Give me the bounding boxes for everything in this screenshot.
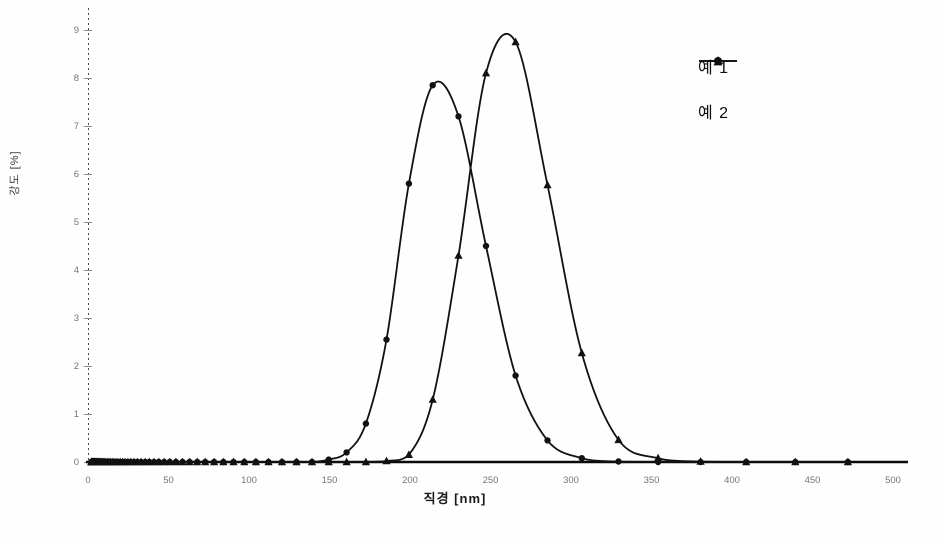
- x-tick-label: 200: [402, 475, 418, 486]
- x-tick-label: 150: [322, 475, 338, 486]
- x-tick-label: 400: [724, 475, 740, 486]
- data-point-triangle: [481, 68, 491, 77]
- data-point-triangle: [511, 37, 520, 46]
- data-point-triangle: [382, 456, 391, 465]
- data-point-circle: [455, 113, 462, 120]
- legend-circle-glyph: [714, 57, 722, 65]
- data-point-triangle: [342, 457, 351, 466]
- data-point-circle: [241, 458, 248, 466]
- data-point-triangle: [404, 450, 413, 458]
- data-point-circle: [697, 458, 704, 466]
- circle-marker-icon: [699, 57, 737, 65]
- data-point-circle: [150, 458, 158, 466]
- y-tick-label: 4: [74, 265, 79, 276]
- data-point-triangle: [428, 395, 437, 403]
- series-line-2: [91, 80, 848, 463]
- data-point-circle: [186, 458, 193, 466]
- y-tick-label: 8: [74, 73, 79, 84]
- data-point-triangle: [654, 453, 663, 462]
- y-tick-label: 2: [74, 361, 79, 372]
- data-point-circle: [482, 242, 490, 250]
- data-point-circle: [220, 458, 227, 466]
- legend-item-ex2: 예 2: [698, 57, 737, 123]
- data-point-circle: [792, 458, 799, 466]
- data-point-circle: [512, 372, 519, 379]
- data-point-circle: [252, 458, 260, 466]
- data-point-triangle: [361, 457, 370, 466]
- data-point-circle: [654, 458, 662, 466]
- data-point-circle: [544, 437, 551, 444]
- data-point-circle: [161, 458, 168, 466]
- series-line-1: [91, 33, 848, 463]
- data-point-triangle: [543, 180, 552, 189]
- legend: 예 1 예 2: [698, 54, 737, 123]
- x-tick-label: 0: [85, 475, 90, 486]
- y-tick-label: 0: [74, 457, 79, 468]
- x-tick-label: 450: [805, 475, 821, 486]
- x-axis-title: 직경 [nm]: [423, 491, 487, 506]
- data-point-circle: [155, 458, 162, 466]
- data-point-circle: [230, 458, 237, 466]
- x-tick-label: 500: [885, 475, 901, 486]
- data-point-circle: [578, 455, 585, 462]
- data-point-circle: [615, 458, 622, 465]
- data-point-circle: [308, 458, 316, 466]
- data-point-circle: [172, 458, 180, 466]
- x-tick-label: 250: [483, 475, 499, 486]
- y-axis-title: 강도 [%]: [9, 150, 21, 196]
- x-tick-label: 100: [241, 475, 257, 486]
- y-tick-label: 5: [74, 217, 79, 228]
- data-point-circle: [210, 458, 218, 466]
- data-point-circle: [146, 458, 153, 466]
- data-point-circle: [202, 458, 209, 466]
- data-point-circle: [325, 456, 332, 463]
- x-tick-label: 350: [644, 475, 660, 486]
- data-point-triangle: [614, 435, 623, 444]
- x-tick-label: 300: [563, 475, 579, 486]
- data-point-circle: [293, 458, 300, 466]
- y-tick-label: 6: [74, 169, 79, 180]
- data-point-circle: [429, 82, 436, 89]
- data-point-circle: [278, 458, 286, 466]
- y-tick-label: 7: [74, 121, 79, 132]
- data-point-circle: [844, 458, 852, 466]
- y-tick-label: 3: [74, 313, 79, 324]
- data-point-triangle: [454, 251, 463, 259]
- data-point-circle: [362, 420, 370, 427]
- data-point-circle: [166, 458, 173, 466]
- data-point-circle: [743, 458, 750, 466]
- data-point-circle: [265, 458, 272, 466]
- y-tick-label: 1: [74, 409, 79, 420]
- data-point-circle: [194, 458, 201, 466]
- data-point-circle: [343, 449, 350, 456]
- data-point-circle: [179, 458, 186, 466]
- data-point-circle: [405, 180, 413, 187]
- legend-label-ex2: 예 2: [698, 105, 730, 122]
- y-tick-label: 9: [74, 25, 79, 36]
- data-point-circle: [383, 336, 390, 343]
- data-point-triangle: [577, 348, 586, 357]
- x-tick-label: 50: [163, 475, 174, 486]
